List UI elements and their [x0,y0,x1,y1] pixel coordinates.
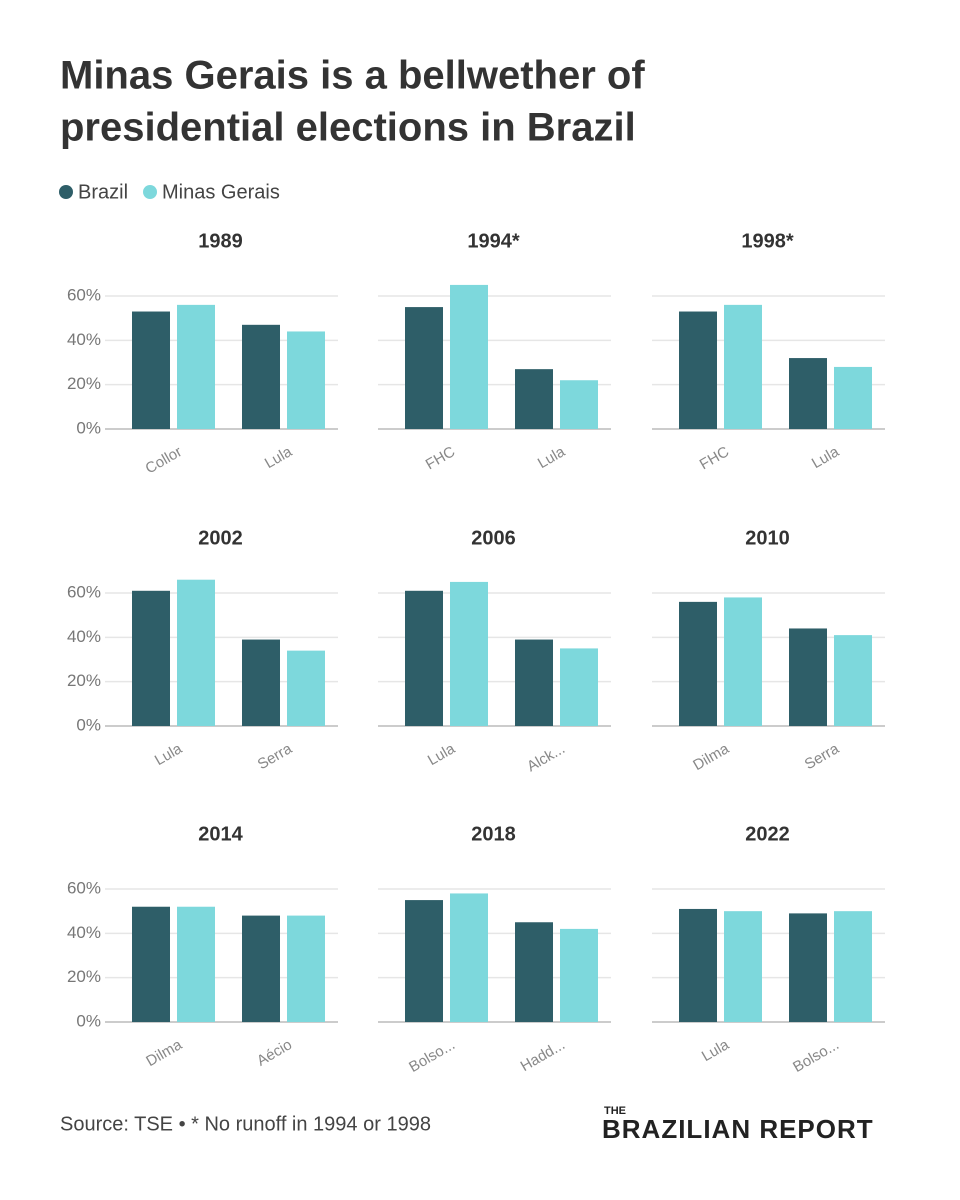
x-tick-label: Serra [802,740,843,773]
panel-title: 2018 [471,823,516,845]
bar [132,311,170,429]
y-tick-label: 40% [67,627,101,646]
x-tick-label: FHC [697,443,732,473]
bar [724,911,762,1022]
bar [450,581,488,726]
x-tick-label: Lula [699,1036,733,1065]
bar [177,304,215,429]
y-tick-label: 60% [67,582,101,601]
x-tick-label: Dilma [690,740,732,774]
x-tick-label: Alck... [524,740,568,775]
bar [405,590,443,726]
bar [834,366,872,429]
panel-title: 2006 [471,527,516,549]
bar [132,906,170,1022]
x-tick-label: Lula [425,740,459,769]
x-tick-label: Aécio [254,1036,295,1069]
panel-title: 2014 [198,823,243,845]
panel-title: 1998* [741,230,793,252]
x-tick-label: Lula [535,443,569,472]
bar [789,628,827,726]
bar [724,304,762,429]
bar [560,380,598,429]
source: Source: TSE • * No runoff in 1994 or 199… [60,1113,431,1135]
x-tick-label: Lula [152,740,186,769]
bar [515,639,553,726]
x-tick-label: Hadd... [518,1036,568,1075]
x-tick-label: Bolso... [790,1036,842,1076]
logo: BRAZILIAN REPORT [602,1114,874,1144]
bar [834,635,872,726]
y-tick-label: 40% [67,923,101,942]
bar [287,650,325,726]
bar [724,597,762,726]
x-tick-label: Lula [262,443,296,472]
bar [679,908,717,1022]
bar [405,307,443,429]
logo: THE [604,1105,626,1117]
y-tick-label: 20% [67,967,101,986]
panel-title: 2022 [745,823,790,845]
bar [242,915,280,1022]
bar [132,590,170,726]
x-tick-label: FHC [423,443,458,473]
y-tick-label: 0% [76,1011,101,1030]
bar [242,324,280,429]
panel-title: 2010 [745,527,790,549]
bar [515,369,553,429]
bar [789,358,827,429]
y-tick-label: 40% [67,330,101,349]
bar [515,922,553,1022]
bar [405,900,443,1022]
bar [177,579,215,726]
panel-title: 1989 [198,230,243,252]
legend-label: Minas Gerais [162,181,280,203]
x-tick-label: Lula [809,443,843,472]
legend-swatch [59,185,73,199]
bar [450,893,488,1022]
x-tick-label: Collor [143,443,185,477]
bar [789,913,827,1022]
bar [177,906,215,1022]
panel-title: 1994* [467,230,519,252]
x-tick-label: Bolso... [406,1036,458,1076]
bar [287,331,325,429]
legend-swatch [143,185,158,199]
y-tick-label: 0% [76,418,101,437]
legend-label: Brazil [78,181,128,203]
chart-title: presidential elections in Brazil [60,106,636,150]
y-tick-label: 0% [76,715,101,734]
y-tick-label: 60% [67,878,101,897]
bar [287,915,325,1022]
chart-title: Minas Gerais is a bellwether of [60,54,645,98]
bar [560,928,598,1022]
y-tick-label: 20% [67,374,101,393]
y-tick-label: 20% [67,671,101,690]
bar [679,601,717,726]
bar [834,911,872,1022]
y-tick-label: 60% [67,285,101,304]
x-tick-label: Serra [255,740,296,773]
panel-title: 2002 [198,527,243,549]
bar [242,639,280,726]
bar [450,284,488,429]
bar [679,311,717,429]
bar [560,648,598,726]
x-tick-label: Dilma [143,1036,185,1070]
